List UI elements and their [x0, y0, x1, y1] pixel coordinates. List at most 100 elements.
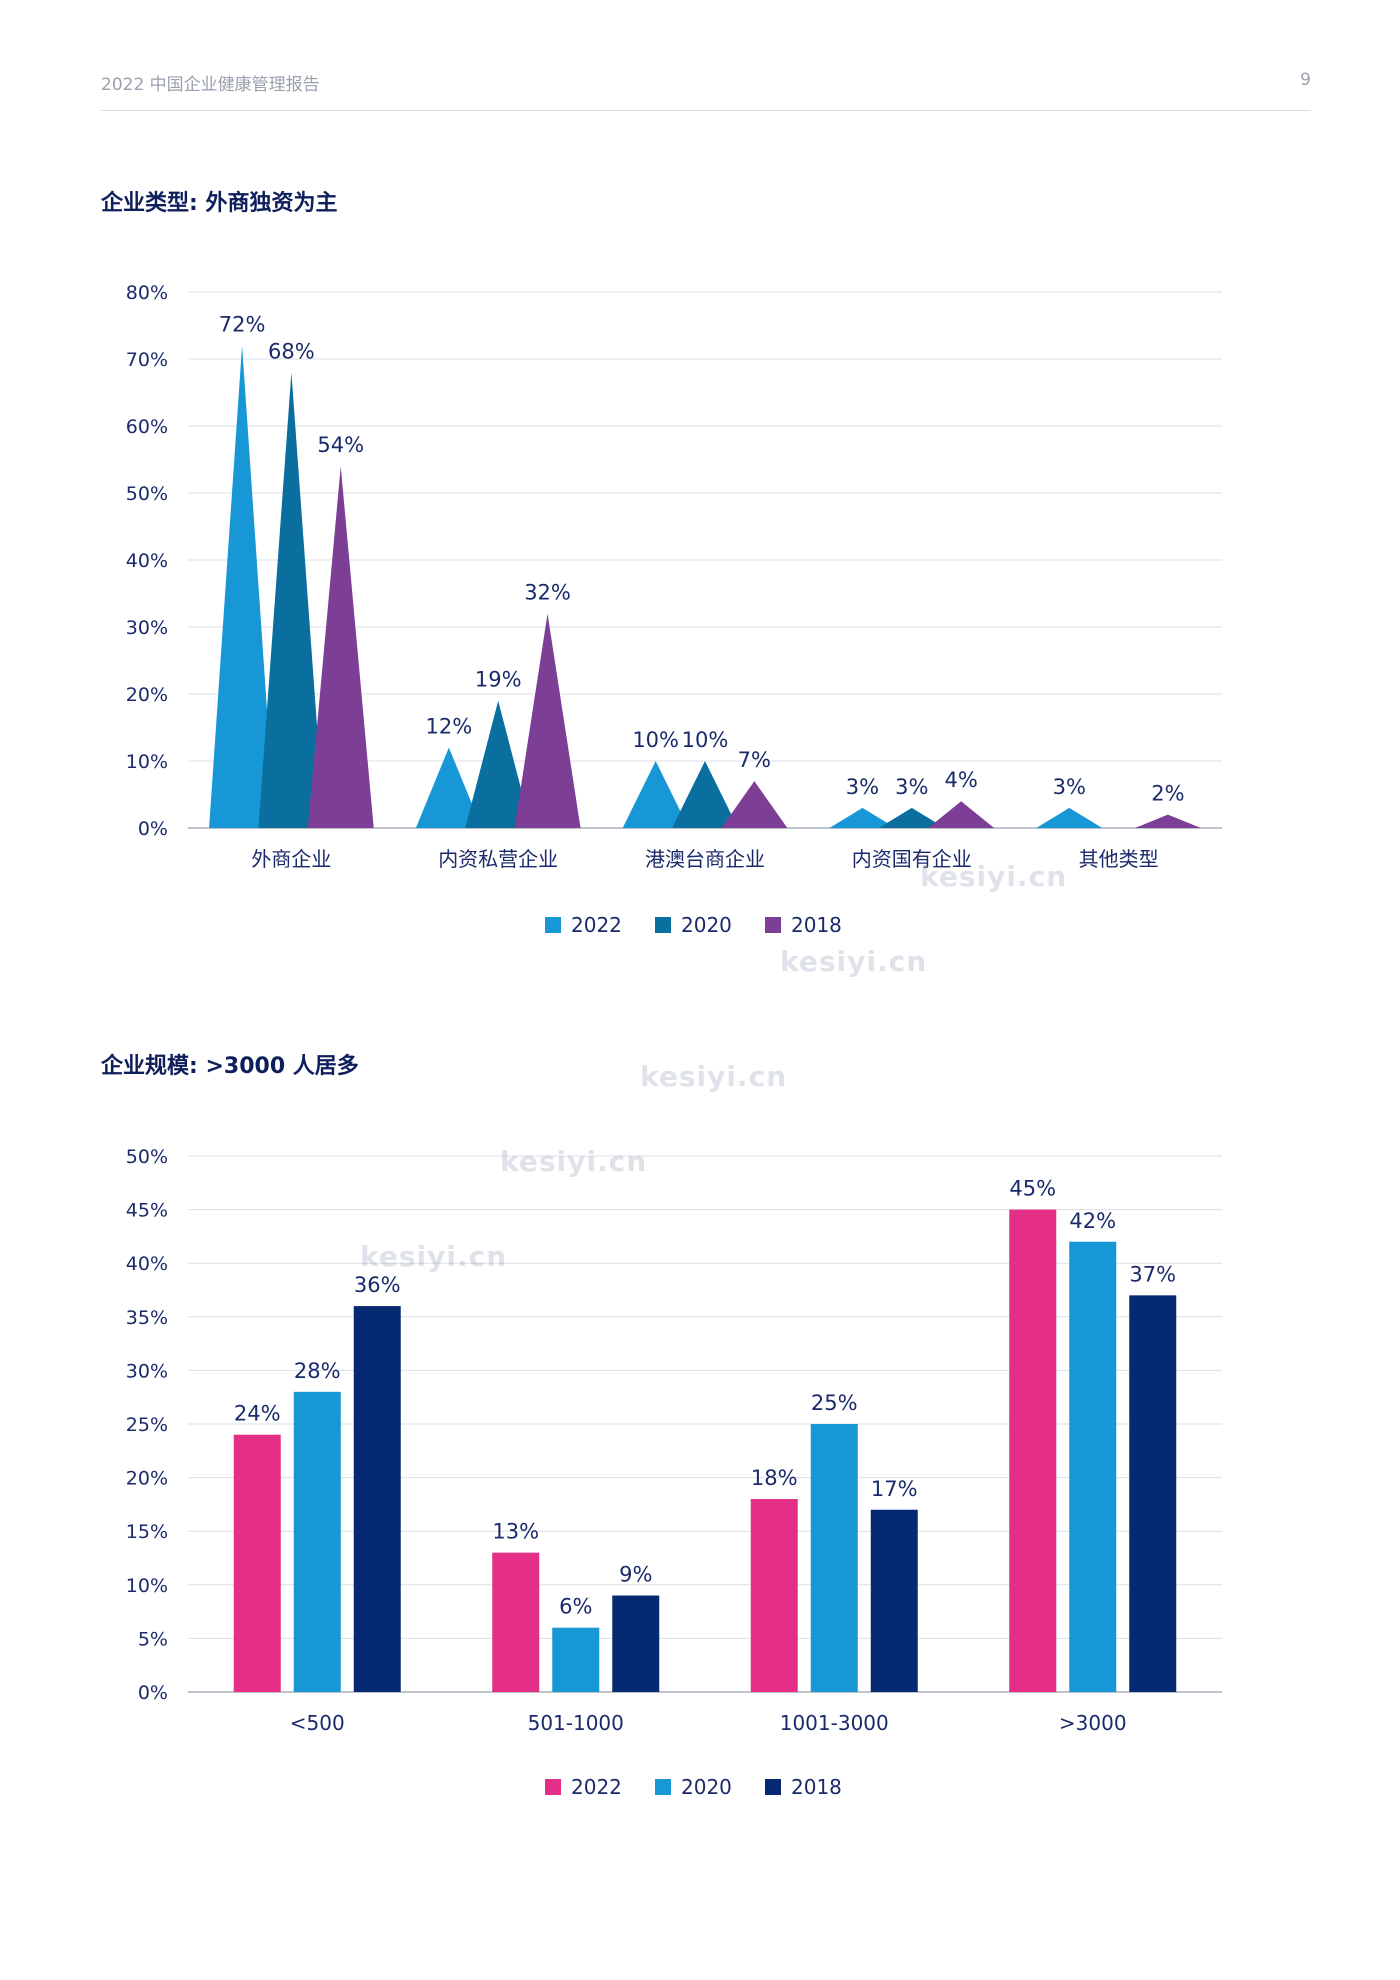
y-tick-label: 10%	[126, 751, 168, 773]
watermark: kesiyi.cn	[360, 1240, 508, 1273]
x-category-label: 其他类型	[1079, 847, 1159, 871]
data-label: 32%	[524, 581, 571, 605]
legend-label: 2020	[681, 913, 732, 937]
bar-triangle	[1134, 814, 1201, 828]
data-label: 18%	[751, 1466, 798, 1490]
bar	[1009, 1209, 1057, 1692]
data-label: 24%	[234, 1402, 281, 1426]
data-label: 72%	[219, 313, 266, 337]
y-tick-label: 50%	[126, 483, 168, 505]
x-category-label: 501-1000	[528, 1711, 624, 1735]
bar-triangle	[622, 761, 689, 828]
data-label: 17%	[871, 1477, 918, 1501]
data-label: 42%	[1069, 1209, 1116, 1233]
data-label: 3%	[1053, 775, 1086, 799]
data-label: 3%	[846, 775, 879, 799]
bar	[810, 1424, 858, 1692]
enterprise-type-chart: 0% 10% 20% 30% 40% 50% 60% 70% 80% 外商企业 72%68% 54% 内…	[126, 282, 1222, 937]
legend-label: 2020	[681, 1775, 732, 1799]
y-tick-label: 40%	[126, 550, 168, 572]
bar	[293, 1391, 341, 1692]
data-label: 7%	[738, 748, 771, 772]
bar	[612, 1595, 660, 1692]
y-tick-label: 5%	[138, 1628, 168, 1650]
x-category-label: 外商企业	[251, 847, 331, 871]
data-label: 2%	[1151, 782, 1184, 806]
y-tick-label: 40%	[126, 1253, 168, 1275]
y-tick-label: 45%	[126, 1200, 168, 1222]
bar-triangle	[514, 613, 581, 828]
x-category-label: 内资私营企业	[438, 847, 558, 871]
y-tick-label: 20%	[126, 1468, 168, 1490]
y-tick-label: 30%	[126, 1360, 168, 1382]
data-label: 12%	[426, 715, 473, 739]
legend-swatch	[655, 1779, 671, 1795]
data-label: 13%	[492, 1520, 539, 1544]
bar-triangle	[209, 345, 276, 828]
bar	[492, 1552, 540, 1692]
data-label: 10%	[632, 728, 679, 752]
x-category-label: >3000	[1059, 1711, 1127, 1735]
data-label: 4%	[944, 768, 977, 792]
y-tick-label: 0%	[138, 1682, 168, 1704]
legend-label: 2022	[571, 1775, 622, 1799]
data-label: 19%	[475, 668, 522, 692]
y-tick-label: 70%	[126, 349, 168, 371]
legend-swatch	[765, 1779, 781, 1795]
page-header: 2022 中国企业健康管理报告 9	[101, 70, 1311, 111]
data-label: 37%	[1129, 1262, 1176, 1286]
legend-label: 2018	[791, 913, 842, 937]
data-label: 36%	[354, 1273, 401, 1297]
y-tick-label: 25%	[126, 1414, 168, 1436]
data-label: 9%	[619, 1563, 652, 1587]
y-tick-label: 35%	[126, 1307, 168, 1329]
watermark: kesiyi.cn	[500, 1145, 648, 1178]
bar-triangle	[721, 781, 788, 828]
y-tick-label: 0%	[138, 818, 168, 840]
y-tick-label: 20%	[126, 684, 168, 706]
y-tick-label: 60%	[126, 416, 168, 438]
legend-swatch	[765, 917, 781, 933]
enterprise-size-chart: 0% 5% 10% 15% 20% 25% 30% 35% 40% 45% 50% <500 24% 28…	[126, 1146, 1222, 1799]
bar	[353, 1306, 401, 1692]
x-category-label: 内资国有企业	[852, 847, 972, 871]
y-tick-label: 10%	[126, 1575, 168, 1597]
data-label: 25%	[811, 1391, 858, 1415]
bar-triangle	[829, 807, 896, 828]
x-category-label: <500	[290, 1711, 345, 1735]
bar-triangle	[415, 747, 482, 828]
report-title: 2022 中国企业健康管理报告	[101, 75, 320, 95]
data-label: 6%	[559, 1595, 592, 1619]
section-title-enterprise-type: 企业类型: 外商独资为主	[101, 191, 338, 216]
bar	[552, 1627, 600, 1692]
bar	[870, 1509, 918, 1692]
bar	[1129, 1295, 1177, 1692]
watermark: kesiyi.cn	[920, 860, 1068, 893]
bar-triangle	[928, 801, 995, 828]
section-title-enterprise-size: 企业规模: >3000 人居多	[101, 1054, 359, 1079]
y-tick-label: 30%	[126, 617, 168, 639]
legend-label: 2018	[791, 1775, 842, 1799]
data-label: 10%	[682, 728, 729, 752]
watermark: kesiyi.cn	[780, 945, 928, 978]
data-label: 54%	[317, 433, 364, 457]
y-tick-label: 50%	[126, 1146, 168, 1168]
legend-label: 2022	[571, 913, 622, 937]
legend-swatch	[545, 1779, 561, 1795]
watermark: kesiyi.cn	[640, 1060, 788, 1093]
data-label: 68%	[268, 339, 315, 363]
bar-triangle	[672, 761, 738, 828]
data-label: 45%	[1009, 1177, 1056, 1201]
bar-triangle	[465, 700, 532, 828]
data-label: 28%	[294, 1359, 341, 1383]
y-tick-label: 80%	[126, 282, 168, 304]
bar-triangle	[258, 372, 325, 828]
legend-swatch	[545, 917, 561, 933]
x-category-label: 1001-3000	[780, 1711, 889, 1735]
bar	[233, 1434, 281, 1692]
y-tick-label: 15%	[126, 1521, 168, 1543]
legend-swatch	[655, 917, 671, 933]
bar-triangle	[307, 466, 374, 828]
bar-triangle	[878, 807, 945, 828]
page-number: 9	[1300, 70, 1311, 90]
